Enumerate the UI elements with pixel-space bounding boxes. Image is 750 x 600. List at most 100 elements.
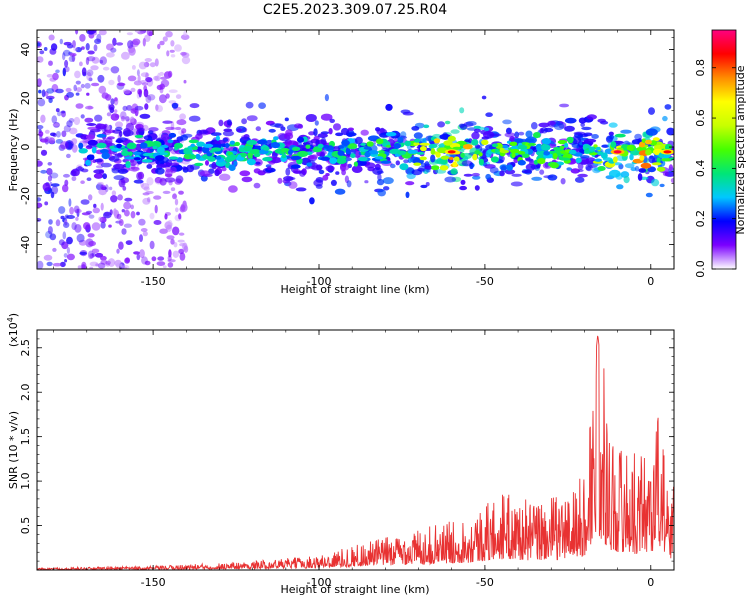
heatmap-band-cell bbox=[227, 119, 232, 126]
heatmap-speckle bbox=[40, 138, 49, 143]
heatmap-band-cell bbox=[93, 173, 104, 179]
heatmap-speckle bbox=[125, 122, 134, 132]
heatmap-band-cell bbox=[450, 168, 458, 175]
heatmap-band-core bbox=[168, 156, 179, 160]
heatmap-band-cell bbox=[292, 168, 301, 174]
heatmap-speckle bbox=[153, 75, 159, 81]
heatmap-band-cell bbox=[364, 180, 369, 184]
heatmap-speckle bbox=[66, 120, 73, 128]
heatmap-speckle bbox=[180, 203, 188, 213]
heatmap-speckle bbox=[39, 50, 45, 55]
heatmap-speckle bbox=[147, 94, 156, 101]
heatmap-band-core bbox=[588, 146, 595, 152]
heatmap-speckle bbox=[66, 253, 75, 261]
heatmap-band-core bbox=[305, 144, 311, 149]
heatmap-band-core bbox=[253, 153, 261, 158]
heatmap-speckle bbox=[44, 201, 49, 206]
heatmap-speckle bbox=[73, 205, 80, 214]
heatmap-speckle bbox=[99, 56, 108, 66]
heatmap-band-cell bbox=[459, 107, 465, 114]
heatmap-speckle bbox=[68, 118, 75, 123]
heatmap-speckle bbox=[170, 238, 175, 245]
heatmap-speckle bbox=[97, 181, 104, 185]
heatmap-speckle bbox=[47, 226, 53, 235]
snr-panel: -150 -100 -50 0 0.5 1.0 1.5 2.0 2.5 Height of s… bbox=[6, 313, 675, 596]
heatmap-band-cell bbox=[648, 107, 655, 115]
heatmap-band-cell bbox=[218, 119, 224, 127]
heatmap-speckle bbox=[123, 89, 131, 94]
heatmap-band-cell bbox=[499, 170, 505, 177]
heatmap-speckle bbox=[55, 219, 61, 227]
heatmap-speckle bbox=[105, 260, 111, 265]
heatmap-band-cell bbox=[354, 136, 363, 145]
heatmap-speckle bbox=[137, 88, 143, 95]
heatmap-speckle bbox=[178, 213, 182, 220]
heatmap-band-cell bbox=[570, 168, 580, 174]
colorbar-tick-label: 0.8 bbox=[694, 59, 707, 77]
heatmap-band-cell bbox=[629, 153, 634, 161]
heatmap-band-core bbox=[413, 142, 420, 146]
heatmap-speckle bbox=[179, 113, 187, 120]
heatmap-band-core bbox=[317, 143, 324, 149]
snr-y-axis-label: SNR (10 * v/v) bbox=[7, 411, 20, 489]
heatmap-band-cell bbox=[308, 131, 315, 136]
heatmap-speckle bbox=[166, 235, 175, 240]
heatmap-band-cell bbox=[295, 187, 307, 192]
heatmap-x-ticks: -150 -100 -50 0 bbox=[53, 30, 654, 288]
heatmap-band-cell bbox=[284, 117, 289, 122]
heatmap-speckle bbox=[91, 252, 96, 257]
heatmap-speckle bbox=[87, 250, 94, 260]
heatmap-band-cell bbox=[411, 169, 423, 176]
heatmap-speckle bbox=[63, 125, 71, 133]
heatmap-band-cell bbox=[188, 115, 201, 122]
heatmap-band-core bbox=[263, 146, 270, 151]
heatmap-band-cell bbox=[162, 120, 173, 124]
heatmap-speckle bbox=[117, 74, 121, 83]
heatmap-speckle bbox=[93, 203, 97, 208]
y-tick-label: 1.5 bbox=[19, 428, 32, 446]
heatmap-band-cell bbox=[134, 105, 144, 111]
heatmap-band-cell bbox=[94, 158, 103, 163]
heatmap-speckle bbox=[58, 206, 66, 214]
heatmap-band-cell bbox=[196, 146, 204, 151]
heatmap-band-core bbox=[320, 156, 330, 161]
heatmap-band-core bbox=[399, 163, 409, 171]
heatmap-band-cell bbox=[511, 173, 522, 177]
heatmap-speckle bbox=[121, 51, 130, 60]
heatmap-band-core bbox=[397, 136, 404, 144]
heatmap-band-cell bbox=[210, 132, 222, 137]
heatmap-band-cell bbox=[268, 128, 276, 133]
y-tick-label: -20 bbox=[19, 187, 32, 205]
heatmap-band-cell bbox=[634, 165, 640, 172]
heatmap-band-core bbox=[124, 156, 136, 160]
heatmap-band-cell bbox=[608, 169, 621, 178]
heatmap-band-cell bbox=[269, 123, 282, 128]
heatmap-speckle bbox=[69, 206, 74, 215]
heatmap-band-cell bbox=[618, 163, 624, 170]
heatmap-speckle bbox=[151, 256, 157, 262]
heatmap-speckle bbox=[124, 209, 130, 217]
heatmap-band-cell bbox=[637, 173, 643, 181]
heatmap-band-cell bbox=[299, 169, 306, 177]
heatmap-speckle bbox=[91, 82, 100, 87]
heatmap-band-core bbox=[494, 148, 499, 153]
heatmap-band-cell bbox=[364, 162, 376, 169]
heatmap-band-core bbox=[281, 153, 287, 159]
heatmap-speckle bbox=[37, 218, 42, 222]
heatmap-speckle bbox=[98, 216, 103, 222]
heatmap-speckle bbox=[60, 110, 66, 114]
heatmap-speckle bbox=[38, 89, 42, 94]
heatmap-speckle bbox=[85, 43, 90, 51]
heatmap-speckle bbox=[141, 256, 148, 265]
heatmap-band-cell bbox=[325, 173, 330, 177]
heatmap-band-core bbox=[543, 151, 551, 156]
heatmap-band-cell bbox=[402, 111, 414, 116]
heatmap-band-core bbox=[139, 142, 148, 149]
heatmap-y-axis-label: Frequency (Hz) bbox=[7, 109, 20, 192]
heatmap-band-core bbox=[306, 162, 313, 167]
heatmap-band-cell bbox=[241, 118, 248, 125]
heatmap-speckle bbox=[73, 84, 77, 92]
heatmap-band-core bbox=[641, 138, 646, 143]
heatmap-speckle bbox=[80, 114, 85, 119]
heatmap-band-cell bbox=[283, 175, 294, 182]
